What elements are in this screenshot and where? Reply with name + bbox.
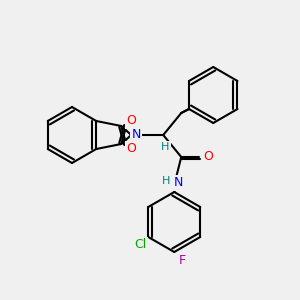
Text: O: O (203, 151, 213, 164)
Text: N: N (132, 128, 141, 142)
Text: N: N (174, 176, 183, 190)
Text: H: H (161, 142, 170, 152)
Text: O: O (126, 115, 136, 128)
Text: Cl: Cl (134, 238, 146, 251)
Text: O: O (126, 142, 136, 155)
Text: F: F (179, 254, 186, 266)
Text: H: H (162, 176, 170, 186)
